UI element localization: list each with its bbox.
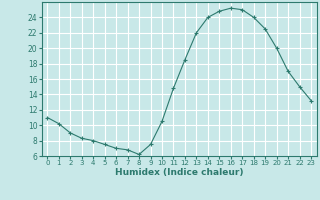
X-axis label: Humidex (Indice chaleur): Humidex (Indice chaleur) (115, 168, 244, 177)
